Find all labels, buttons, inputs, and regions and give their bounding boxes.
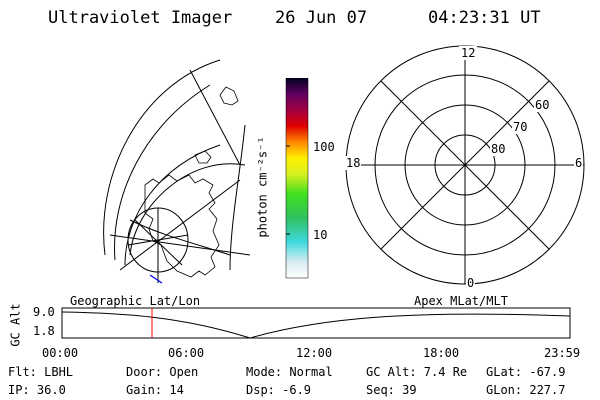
status-gain: Gain: 14 [126,383,184,397]
status-mode: Mode: Normal [246,365,333,379]
mlt-label-18: 18 [345,156,362,170]
timeline-y-label: GC Alt [8,303,23,347]
status-flt: Flt: LBHL [8,365,74,379]
altitude-timeline [61,307,571,339]
meridian-line [109,234,250,256]
orbit-track [149,274,163,284]
antarctica-coastline [144,174,220,278]
colorbar-tick-100: 100 [313,140,335,154]
observation-date: 26 Jun 07 [275,8,368,28]
lat-label-60: 60 [534,98,551,112]
mlt-label-0: 0 [466,276,476,290]
lat-label-80: 80 [490,142,507,156]
latitude-arc [129,163,246,256]
status-glon: GLon: 227.7 [486,383,566,397]
color-scale [285,78,309,279]
mlt-label-6: 6 [574,156,584,170]
status-ip: IP: 36.0 [8,383,66,397]
longitude-arc [229,124,246,271]
mlt-label-12: 12 [459,46,478,60]
status-dsp: Dsp: -6.9 [246,383,312,397]
timeline-left-title: Geographic Lat/Lon [70,294,201,308]
colorbar-unit-label: photon cm⁻²s⁻¹ [255,136,270,238]
status-glat: GLat: -67.9 [486,365,566,379]
altitude-curve [61,311,571,339]
meridian-line [189,69,241,166]
polar-plot [345,45,585,285]
timeline-x-tick: 00:00 [42,346,79,360]
status-gc-alt: GC Alt: 7.4 Re [366,365,468,379]
status-seq: Seq: 39 [366,383,417,397]
timeline-y-tick-bottom: 1.8 [33,324,55,338]
timeline-y-tick-top: 9.0 [33,305,55,319]
colorbar-tick-10: 10 [313,228,328,242]
timeline-x-tick: 12:00 [296,346,333,360]
meridian-line [119,179,241,271]
timeline-x-tick: 18:00 [423,346,460,360]
timeline-x-tick: 23:59 [544,346,581,360]
geographic-map [103,59,250,284]
timeline-x-tick: 06:00 [168,346,205,360]
coastline [219,86,239,106]
instrument-title: Ultraviolet Imager [48,8,233,28]
timeline-right-title: Apex MLat/MLT [414,294,508,308]
observation-time: 04:23:31 UT [428,8,541,28]
status-door: Door: Open [126,365,199,379]
lat-label-70: 70 [512,120,529,134]
coastline [194,150,212,164]
